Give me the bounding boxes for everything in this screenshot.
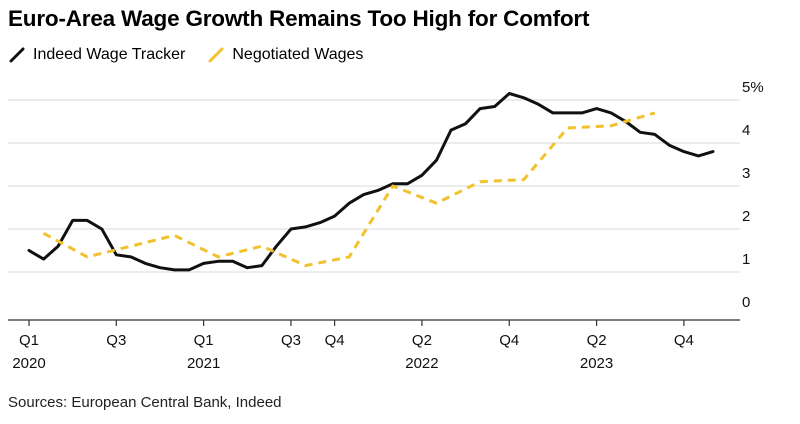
x-tick-label: Q3 bbox=[281, 332, 301, 349]
x-tick-label: Q1 bbox=[194, 332, 214, 349]
x-tick-year-label: 2022 bbox=[405, 355, 438, 372]
x-tick-label: Q4 bbox=[325, 332, 345, 349]
y-tick-label: 1 bbox=[742, 251, 750, 268]
y-tick-label: 3 bbox=[742, 165, 750, 182]
legend-label-negotiated: Negotiated Wages bbox=[232, 46, 364, 63]
x-tick-year-label: 2023 bbox=[580, 355, 613, 372]
source-note: Sources: European Central Bank, Indeed bbox=[8, 394, 282, 411]
x-tick-label: Q1 bbox=[19, 332, 39, 349]
y-tick-label: 4 bbox=[742, 122, 750, 139]
legend-item-negotiated: Negotiated Wages bbox=[207, 46, 363, 64]
legend-swatch-dashed bbox=[208, 47, 224, 63]
legend: Indeed Wage Tracker Negotiated Wages bbox=[8, 46, 385, 64]
y-tick-label: 0 bbox=[742, 294, 750, 311]
series-line-indeed-wage-tracker bbox=[27, 92, 715, 272]
x-tick-label: Q4 bbox=[674, 332, 694, 349]
x-tick-year-label: 2020 bbox=[12, 355, 45, 372]
series-line-negotiated-wages bbox=[42, 111, 656, 268]
legend-label-indeed: Indeed Wage Tracker bbox=[33, 46, 186, 63]
legend-swatch-solid bbox=[9, 47, 25, 63]
y-tick-label: 2 bbox=[742, 208, 750, 225]
x-tick-label: Q2 bbox=[412, 332, 432, 349]
x-tick-year-label: 2021 bbox=[187, 355, 220, 372]
x-tick-label: Q2 bbox=[587, 332, 607, 349]
legend-item-indeed: Indeed Wage Tracker bbox=[8, 46, 185, 64]
x-tick-label: Q4 bbox=[499, 332, 519, 349]
y-tick-label: 5% bbox=[742, 79, 764, 96]
x-tick-label: Q3 bbox=[106, 332, 126, 349]
chart-title: Euro-Area Wage Growth Remains Too High f… bbox=[8, 6, 590, 31]
